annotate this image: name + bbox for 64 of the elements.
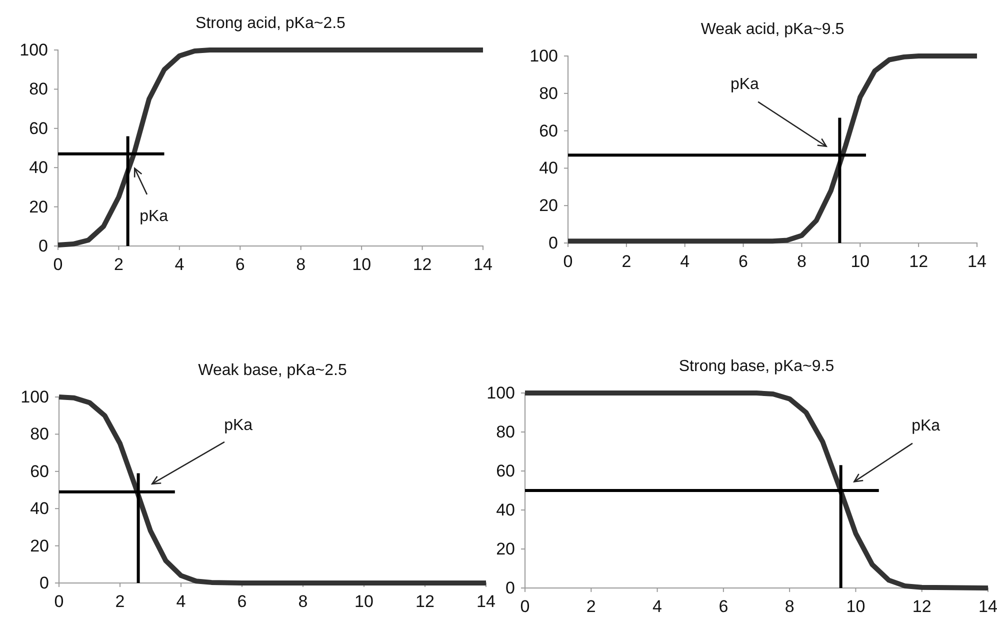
x-tick-label: 12 xyxy=(416,592,434,612)
x-tick-label: 14 xyxy=(978,597,997,616)
annotation: pKa xyxy=(912,418,940,434)
x-tick-label: 12 xyxy=(909,252,928,272)
x-tick-label: 10 xyxy=(354,592,374,612)
y-tick-label: 60 xyxy=(496,461,515,480)
x-tick-label: 14 xyxy=(476,592,496,612)
y-tick-label: 60 xyxy=(539,121,558,140)
x-tick-label: 2 xyxy=(115,592,125,612)
annotation: pKa xyxy=(730,76,760,94)
y-tick-label: 60 xyxy=(29,118,48,138)
y-tick-label: 20 xyxy=(29,197,48,216)
x-tick-label: 6 xyxy=(235,255,245,274)
y-tick-label: 100 xyxy=(20,40,48,60)
x-tick-label: 2 xyxy=(114,255,124,274)
x-tick-label: 8 xyxy=(784,597,794,616)
y-tick-label: 80 xyxy=(29,80,48,99)
x-tick-label: 14 xyxy=(968,252,986,272)
x-tick-label: 6 xyxy=(738,252,748,272)
y-tick-label: 40 xyxy=(29,158,48,178)
x-tick-label: 14 xyxy=(474,255,492,274)
x-tick-label: 4 xyxy=(174,255,184,274)
x-tick-label: 4 xyxy=(680,252,690,272)
y-tick-label: 0 xyxy=(38,236,48,256)
chart-title: Weak base, pKa~2.5 xyxy=(198,362,347,379)
x-tick-label: 2 xyxy=(622,252,632,272)
x-tick-label: 12 xyxy=(912,597,932,616)
x-tick-label: 0 xyxy=(53,255,63,274)
x-tick-label: 0 xyxy=(54,592,64,612)
y-tick-label: 80 xyxy=(539,84,558,103)
y-tick-label: 40 xyxy=(496,500,515,520)
x-tick-label: 4 xyxy=(652,597,662,616)
x-tick-label: 10 xyxy=(846,597,866,616)
x-tick-label: 12 xyxy=(412,255,432,274)
y-tick-label: 20 xyxy=(30,536,49,556)
chart-title: Strong acid, pKa~2.5 xyxy=(196,15,346,32)
annotation: pKa xyxy=(224,416,253,434)
x-tick-label: 2 xyxy=(586,597,596,616)
x-tick-label: 10 xyxy=(850,252,870,272)
chart-title: Strong base, pKa~9.5 xyxy=(678,358,834,375)
y-tick-label: 40 xyxy=(539,158,558,178)
y-tick-label: 100 xyxy=(486,383,515,402)
y-tick-label: 0 xyxy=(40,573,49,592)
y-tick-label: 100 xyxy=(530,46,558,66)
x-tick-label: 8 xyxy=(796,252,806,272)
annotation: pKa xyxy=(140,208,168,225)
x-tick-label: 6 xyxy=(237,592,247,612)
x-tick-label: 0 xyxy=(520,597,530,616)
x-tick-label: 10 xyxy=(352,255,372,274)
y-tick-label: 40 xyxy=(30,499,49,518)
chart-title: Weak acid, pKa~9.5 xyxy=(700,21,844,38)
y-tick-label: 100 xyxy=(20,387,49,406)
x-tick-label: 8 xyxy=(296,255,306,274)
x-tick-label: 8 xyxy=(298,592,308,612)
y-tick-label: 0 xyxy=(548,233,558,252)
x-tick-label: 4 xyxy=(176,592,186,612)
y-tick-label: 20 xyxy=(496,539,515,558)
y-tick-label: 60 xyxy=(30,462,49,481)
x-tick-label: 6 xyxy=(718,597,728,616)
x-tick-label: 0 xyxy=(563,252,573,272)
y-tick-label: 80 xyxy=(30,424,49,444)
y-tick-label: 0 xyxy=(506,578,515,598)
y-tick-label: 20 xyxy=(539,196,558,216)
y-tick-label: 80 xyxy=(496,422,515,442)
